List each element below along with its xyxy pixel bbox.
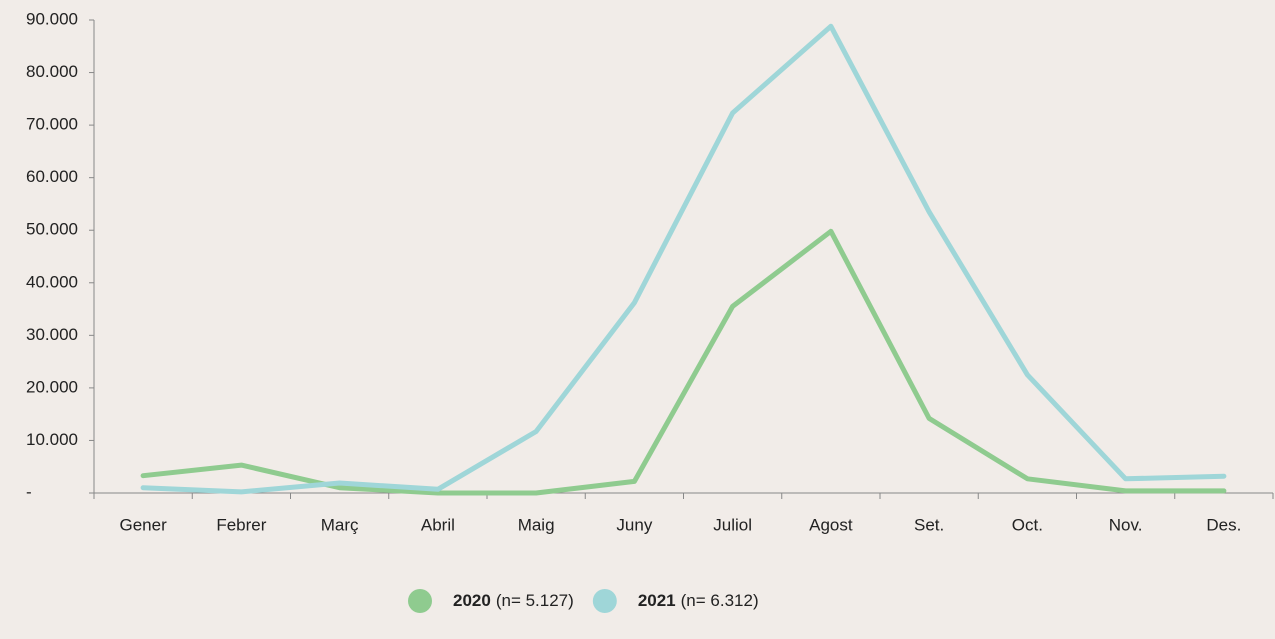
legend-note: (n= 6.312) (681, 591, 759, 610)
legend-name: 2020 (453, 591, 491, 610)
x-tick-label: Agost (809, 515, 853, 534)
x-tick-label: Des. (1206, 515, 1241, 534)
x-tick-label: Març (321, 515, 359, 534)
x-tick-label: Abril (421, 515, 455, 534)
x-tick-label: Juny (616, 515, 652, 534)
x-tick-label: Febrer (216, 515, 266, 534)
y-tick-label: 70.000 (26, 115, 78, 134)
y-tick-label: 40.000 (26, 272, 78, 291)
y-tick-label: 20.000 (26, 377, 78, 396)
legend-swatch (592, 589, 617, 613)
x-tick-label: Set. (914, 515, 944, 534)
legend-name: 2021 (638, 591, 676, 610)
y-tick-label: 10.000 (26, 430, 78, 449)
x-tick-label: Oct. (1012, 515, 1043, 534)
x-tick-label: Nov. (1109, 515, 1143, 534)
y-tick-label: 60.000 (26, 167, 78, 186)
legend-note: (n= 5.127) (496, 591, 574, 610)
legend-swatch (408, 589, 432, 613)
y-tick-label: 30.000 (26, 325, 78, 344)
x-tick-label: Juliol (713, 515, 752, 534)
line-series (140, 23, 1227, 495)
y-tick-label: 50.000 (26, 220, 78, 239)
y-tick-label: 80.000 (26, 62, 78, 81)
x-tick-label: Maig (518, 515, 555, 534)
legend-entry: 2020 (n= 5.127) (453, 591, 574, 610)
legend-entry: 2021 (n= 6.312) (638, 591, 759, 610)
y-tick-label: 90.000 (26, 9, 78, 28)
legend: 2020 (n= 5.127) 2021 (n= 6.312) (408, 589, 759, 613)
x-tick-label: Gener (120, 515, 168, 534)
y-tick-label: - (26, 482, 32, 501)
